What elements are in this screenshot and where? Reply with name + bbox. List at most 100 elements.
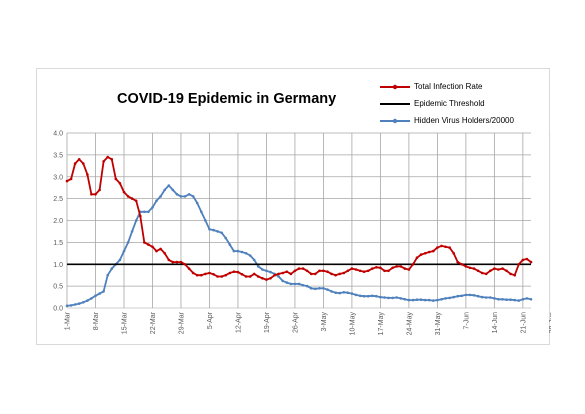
data-point	[350, 267, 354, 270]
legend-swatch-red	[380, 82, 410, 92]
data-point	[200, 210, 203, 214]
data-point	[269, 270, 272, 274]
data-point	[436, 298, 439, 302]
data-point	[240, 273, 244, 276]
data-point	[293, 282, 297, 286]
data-point	[383, 296, 386, 299]
data-point	[464, 265, 468, 268]
data-point	[472, 267, 476, 270]
legend-item-epidemic-threshold: Epidemic Threshold	[380, 96, 514, 111]
y-tick-label: 3.0	[53, 174, 63, 181]
data-point	[86, 173, 89, 176]
data-point	[183, 263, 187, 266]
data-point	[86, 299, 89, 302]
legend-item-hidden-virus-holders: Hidden Virus Holders/20000	[380, 113, 514, 128]
data-point	[98, 188, 101, 192]
data-point	[77, 302, 81, 305]
data-point	[448, 296, 451, 300]
data-point	[175, 260, 179, 264]
data-point	[73, 162, 77, 165]
data-point	[513, 273, 516, 277]
data-point	[505, 298, 508, 301]
data-point	[395, 265, 399, 268]
legend-swatch-black	[380, 99, 410, 109]
data-point	[476, 269, 480, 273]
data-point	[200, 273, 203, 277]
data-point	[265, 269, 268, 273]
data-point	[240, 250, 244, 254]
data-point	[228, 271, 232, 275]
data-point	[82, 162, 85, 165]
data-point	[90, 297, 93, 300]
data-point	[232, 249, 236, 253]
data-point	[155, 199, 158, 203]
data-point	[167, 258, 171, 262]
data-point	[82, 301, 85, 304]
data-point	[147, 243, 150, 246]
data-point	[387, 269, 390, 273]
data-point	[126, 195, 130, 198]
data-point	[505, 269, 508, 273]
data-point	[118, 182, 122, 185]
data-point	[399, 265, 403, 268]
data-point	[403, 298, 407, 301]
data-point	[114, 177, 118, 181]
x-tick-label: 5-Apr	[207, 311, 214, 329]
data-point	[379, 295, 382, 299]
data-point	[326, 270, 329, 273]
data-point	[301, 284, 305, 287]
data-point	[236, 270, 240, 274]
data-point	[354, 293, 358, 297]
data-point	[187, 267, 191, 270]
data-point	[252, 272, 256, 276]
data-point	[261, 277, 264, 280]
data-point	[134, 199, 138, 203]
x-tick-label: 8-Mar	[93, 311, 100, 330]
data-point	[171, 188, 175, 192]
data-point	[419, 298, 423, 301]
data-point	[73, 303, 77, 306]
x-tick-label: 24-May	[406, 312, 413, 336]
data-point	[143, 210, 146, 214]
data-point	[436, 246, 439, 249]
data-point	[106, 273, 109, 277]
data-point	[314, 287, 317, 291]
data-point	[220, 231, 223, 235]
data-point	[326, 288, 329, 291]
data-point	[277, 275, 280, 278]
data-point	[159, 195, 162, 198]
y-tick-label: 1.5	[53, 240, 63, 247]
data-point	[208, 271, 211, 275]
data-point	[147, 210, 150, 214]
data-point	[358, 294, 362, 298]
data-point	[509, 298, 512, 301]
data-point	[257, 275, 260, 278]
data-point	[151, 245, 154, 249]
data-point	[468, 266, 472, 270]
data-point	[309, 272, 313, 276]
y-tick-label: 2.5	[53, 196, 63, 203]
data-point	[440, 244, 443, 248]
y-tick-label: 1.0	[53, 262, 63, 269]
data-point	[94, 294, 97, 298]
data-point	[387, 296, 390, 300]
legend-label: Epidemic Threshold	[414, 99, 485, 108]
data-point	[375, 266, 378, 269]
data-point	[423, 252, 427, 255]
data-point	[69, 304, 73, 307]
data-point	[489, 269, 492, 273]
data-point	[411, 298, 415, 302]
data-point	[342, 291, 346, 294]
data-point	[399, 297, 403, 300]
x-tick-label: 10-May	[349, 312, 356, 336]
data-point	[330, 272, 333, 276]
data-point	[513, 298, 516, 302]
data-point	[484, 296, 488, 299]
data-point	[501, 267, 504, 270]
data-point	[322, 287, 325, 290]
data-point	[427, 250, 431, 254]
data-point	[423, 298, 427, 302]
x-tick-label: 31-May	[435, 312, 442, 336]
x-tick-label: 14-Jun	[492, 312, 499, 334]
x-tick-label: 7-Jun	[463, 312, 470, 330]
